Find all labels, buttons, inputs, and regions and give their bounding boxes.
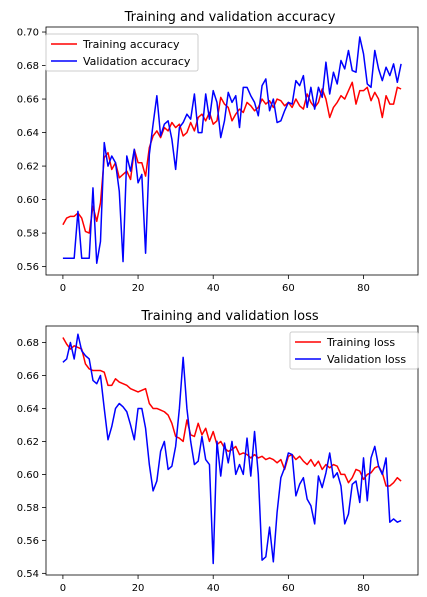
loss-y-tick-label: 0.62: [17, 437, 39, 448]
loss-x-tick-label: 40: [207, 583, 220, 594]
accuracy-x-tick-label: 80: [357, 283, 370, 294]
loss-y-tick-label: 0.64: [17, 404, 39, 415]
loss-chart-title: Training and validation loss: [140, 309, 318, 324]
loss-x-tick-label: 20: [132, 583, 145, 594]
loss-x-tick-label: 0: [60, 583, 66, 594]
accuracy-x-tick-label: 0: [60, 283, 66, 294]
loss-y-tick-label: 0.68: [17, 338, 39, 349]
accuracy-chart-title: Training and validation accuracy: [124, 10, 336, 25]
accuracy-x-tick-label: 60: [282, 283, 295, 294]
accuracy-y-tick-label: 0.64: [17, 128, 39, 139]
accuracy-y-tick-label: 0.66: [17, 95, 39, 106]
accuracy-y-tick-label: 0.60: [17, 195, 39, 206]
accuracy-y-tick-label: 0.56: [17, 262, 39, 273]
accuracy-legend: Training accuracy Validation accuracy: [46, 34, 198, 71]
loss-y-tick-label: 0.60: [17, 470, 39, 481]
loss-y-tick-label: 0.58: [17, 503, 39, 514]
accuracy-y-tick-label: 0.62: [17, 162, 39, 173]
legend-label-training-loss: Training loss: [326, 336, 395, 349]
legend-label-validation-accuracy: Validation accuracy: [83, 55, 191, 68]
loss-y-tick-label: 0.66: [17, 371, 39, 382]
legend-label-validation-loss: Validation loss: [327, 353, 406, 366]
accuracy-y-tick-label: 0.58: [17, 229, 39, 240]
loss-legend: Training loss Validation loss: [290, 332, 418, 369]
loss-x-tick-label: 60: [282, 583, 295, 594]
loss-y-tick-label: 0.54: [17, 569, 39, 580]
accuracy-x-tick-label: 20: [132, 283, 145, 294]
legend-label-training-accuracy: Training accuracy: [82, 38, 180, 51]
accuracy-y-tick-label: 0.70: [17, 28, 39, 39]
loss-y-tick-label: 0.56: [17, 536, 39, 547]
loss-x-tick-label: 80: [357, 583, 370, 594]
accuracy-y-tick-label: 0.68: [17, 61, 39, 72]
accuracy-x-tick-label: 40: [207, 283, 220, 294]
